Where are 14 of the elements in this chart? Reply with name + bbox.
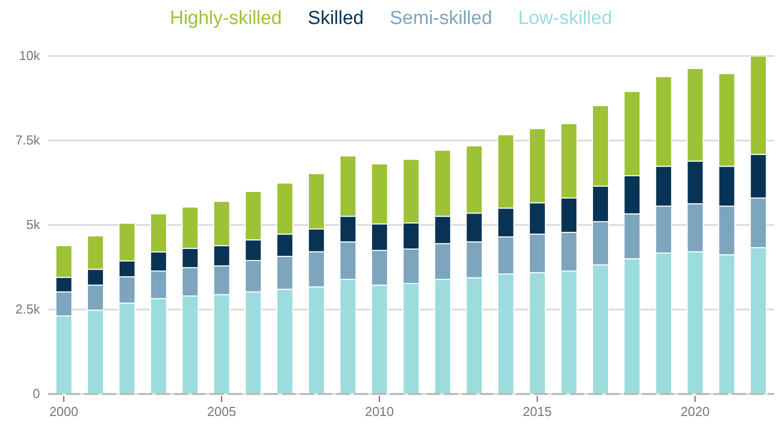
text: Skilled — [308, 8, 364, 30]
text: Semi-skilled — [390, 8, 492, 30]
y-tick-label: 10k — [19, 48, 40, 63]
y-tick-label: 5k — [26, 217, 40, 232]
x-tick-label: 2005 — [207, 404, 236, 419]
y-tick-label: 2.5k — [15, 302, 40, 316]
x-tick-label: 2020 — [680, 404, 710, 419]
y-tick-label: 0 — [32, 386, 40, 401]
text: Low-skilled — [518, 8, 612, 30]
text: Highly-skilled — [170, 8, 282, 30]
y-tick-label: 7.5k — [15, 132, 40, 148]
x-tick-label: 2015 — [522, 404, 552, 419]
x-tick-label: 2000 — [49, 404, 78, 419]
x-tick-label: 2010 — [364, 404, 394, 419]
